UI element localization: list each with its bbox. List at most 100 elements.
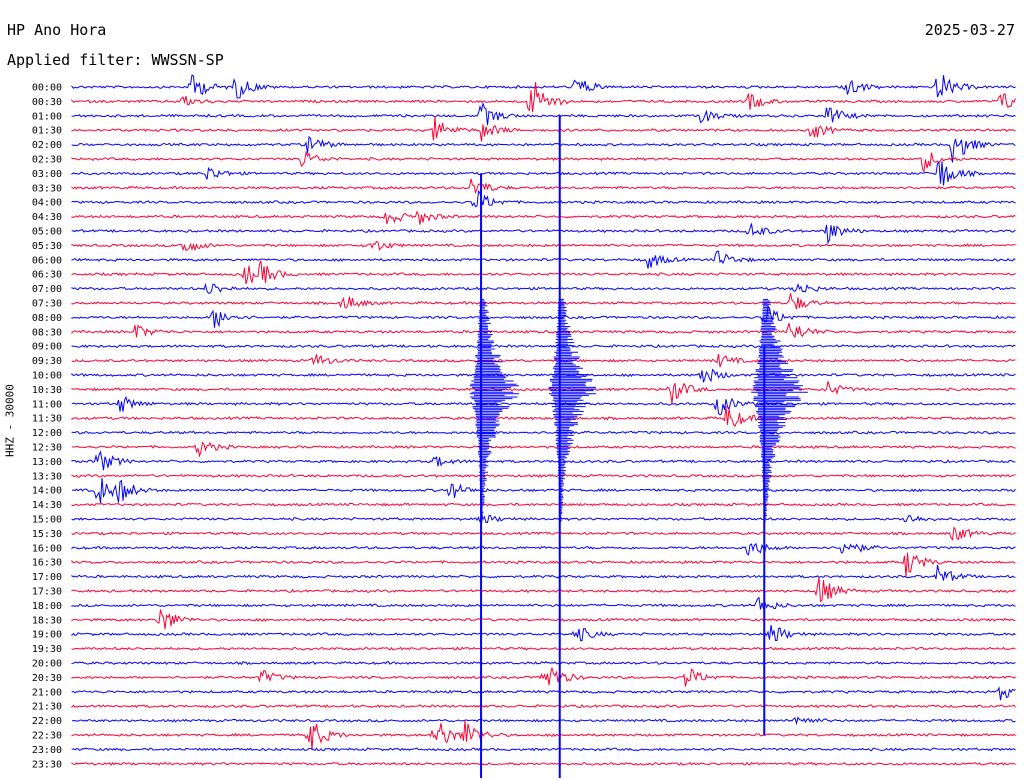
trace-row: 02:00 (32, 135, 1016, 163)
trace-row: 00:00 (32, 74, 1016, 99)
trace-row: 16:30 (32, 552, 1016, 577)
trace-row: 17:30 (32, 577, 1016, 603)
trace-row: 08:30 (32, 323, 1016, 338)
event-coda (548, 298, 596, 523)
trace-line (71, 747, 1016, 752)
trace-line (71, 150, 1016, 174)
row-time-label: 07:00 (32, 284, 62, 295)
trace-row: 13:00 (32, 450, 1016, 471)
trace-row: 19:30 (32, 644, 1016, 655)
trace-line (71, 761, 1016, 766)
row-time-label: 05:30 (32, 241, 62, 252)
trace-row: 16:00 (32, 542, 1016, 556)
trace-row: 10:30 (32, 381, 1016, 404)
row-time-label: 17:00 (32, 572, 62, 583)
trace-row: 20:30 (32, 667, 1016, 687)
trace-row: 18:00 (32, 596, 1016, 612)
trace-row: 02:30 (32, 150, 1016, 174)
trace-row: 03:00 (32, 161, 1016, 186)
row-time-label: 14:30 (32, 500, 62, 511)
trace-line (71, 686, 1016, 701)
row-time-label: 19:00 (32, 630, 62, 641)
trace-line (71, 513, 1016, 523)
trace-line (71, 660, 1016, 666)
row-time-label: 02:30 (32, 155, 62, 166)
row-time-label: 14:00 (32, 486, 62, 497)
trace-line (71, 502, 1016, 507)
trace-row: 22:30 (32, 720, 1016, 751)
trace-line (71, 305, 1016, 328)
row-time-label: 08:00 (32, 313, 62, 324)
row-time-label: 12:30 (32, 443, 62, 454)
row-time-label: 22:30 (32, 731, 62, 742)
trace-row: 06:00 (32, 250, 1016, 269)
row-time-label: 23:30 (32, 759, 62, 770)
trace-line (71, 609, 1016, 630)
trace-line (71, 430, 1016, 435)
trace-line (71, 343, 1016, 349)
trace-row: 23:00 (32, 745, 1016, 756)
trace-line (71, 353, 1016, 368)
row-time-label: 13:30 (32, 471, 62, 482)
trace-row: 09:30 (32, 353, 1016, 368)
trace-line (71, 323, 1016, 339)
trace-line (71, 250, 1016, 269)
trace-line (71, 223, 1016, 245)
trace-line (71, 116, 1016, 142)
trace-row: 00:30 (32, 82, 1016, 113)
trace-row: 01:30 (32, 116, 1016, 142)
trace-row: 12:00 (32, 428, 1016, 439)
trace-line (71, 178, 1016, 195)
row-time-label: 06:00 (32, 255, 62, 266)
trace-line (71, 526, 1016, 541)
trace-row: 21:00 (32, 686, 1016, 701)
trace-line (71, 293, 1016, 310)
row-time-label: 11:30 (32, 414, 62, 425)
trace-line (71, 135, 1016, 163)
row-time-label: 23:00 (32, 745, 62, 756)
row-time-label: 16:30 (32, 558, 62, 569)
row-time-label: 17:30 (32, 587, 62, 598)
row-time-label: 10:00 (32, 371, 62, 382)
row-time-label: 01:00 (32, 111, 62, 122)
trace-row: 20:00 (32, 659, 1016, 670)
row-time-label: 21:00 (32, 687, 62, 698)
date-label: 2025-03-27 (924, 21, 1015, 39)
trace-line (71, 477, 1016, 504)
row-time-label: 04:30 (32, 212, 62, 223)
row-time-label: 16:00 (32, 543, 62, 554)
trace-row: 07:30 (32, 293, 1016, 310)
row-time-label: 22:00 (32, 716, 62, 727)
row-time-label: 09:30 (32, 356, 62, 367)
row-time-label: 03:30 (32, 183, 62, 194)
trace-row: 12:30 (32, 441, 1016, 458)
trace-row: 07:00 (32, 282, 1016, 295)
row-time-label: 21:30 (32, 702, 62, 713)
trace-line (71, 450, 1016, 471)
row-time-label: 00:30 (32, 97, 62, 108)
row-time-label: 13:00 (32, 457, 62, 468)
row-time-label: 05:00 (32, 227, 62, 238)
trace-row: 05:30 (32, 240, 1016, 252)
trace-line (71, 381, 1016, 404)
trace-row: 15:00 (32, 513, 1016, 526)
trace-line (71, 282, 1016, 294)
trace-line (71, 101, 1016, 126)
row-time-label: 15:30 (32, 529, 62, 540)
row-time-label: 03:00 (32, 169, 62, 180)
row-time-label: 11:00 (32, 399, 62, 410)
trace-row: 19:00 (32, 624, 1016, 642)
trace-line (71, 189, 1016, 208)
trace-row: 21:30 (32, 702, 1016, 713)
trace-line (71, 82, 1016, 113)
trace-line (71, 577, 1016, 603)
row-time-label: 10:30 (32, 385, 62, 396)
trace-row: 18:30 (32, 609, 1016, 630)
trace-row: 03:30 (32, 178, 1016, 195)
row-time-label: 04:00 (32, 198, 62, 209)
trace-row: 13:30 (32, 471, 1016, 482)
trace-row: 15:30 (32, 526, 1016, 541)
filter-label: Applied filter: WWSSN-SP (7, 51, 224, 69)
trace-line (71, 716, 1016, 726)
